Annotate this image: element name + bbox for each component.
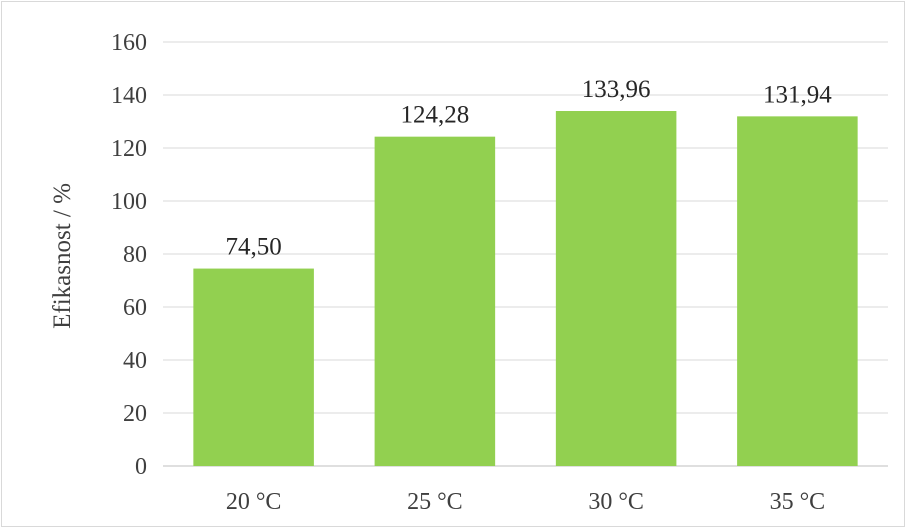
bar (193, 268, 314, 466)
y-axis-title: Efikasnost / % (49, 183, 76, 329)
x-axis-categories: 20 °C 25 °C 30 °C 35 °C (226, 489, 825, 515)
x-category-label: 30 °C (588, 489, 644, 515)
bar (555, 111, 677, 467)
y-tick-label: 20 (123, 401, 147, 427)
x-category-label: 35 °C (770, 489, 826, 515)
bar-value-label: 133,96 (582, 76, 651, 103)
bar (374, 136, 496, 466)
y-tick-label: 160 (111, 30, 147, 56)
y-tick-label: 100 (111, 189, 147, 215)
y-tick-label: 0 (135, 454, 147, 480)
data-labels: 74,50 124,28 133,96 131,94 (226, 76, 833, 261)
bar-value-label: 74,50 (226, 234, 282, 261)
x-category-label: 20 °C (226, 489, 282, 515)
x-category-label: 25 °C (407, 489, 463, 515)
bar-value-label: 124,28 (401, 102, 470, 129)
y-tick-label: 60 (123, 295, 147, 321)
bars (193, 111, 858, 467)
y-tick-label: 120 (111, 136, 147, 162)
y-tick-label: 140 (111, 83, 147, 109)
y-tick-label: 40 (123, 348, 147, 374)
y-axis-ticks: 0 20 40 60 80 100 120 140 160 (111, 30, 147, 480)
bar (737, 116, 858, 466)
y-tick-label: 80 (123, 242, 147, 268)
bar-value-label: 131,94 (763, 81, 832, 108)
